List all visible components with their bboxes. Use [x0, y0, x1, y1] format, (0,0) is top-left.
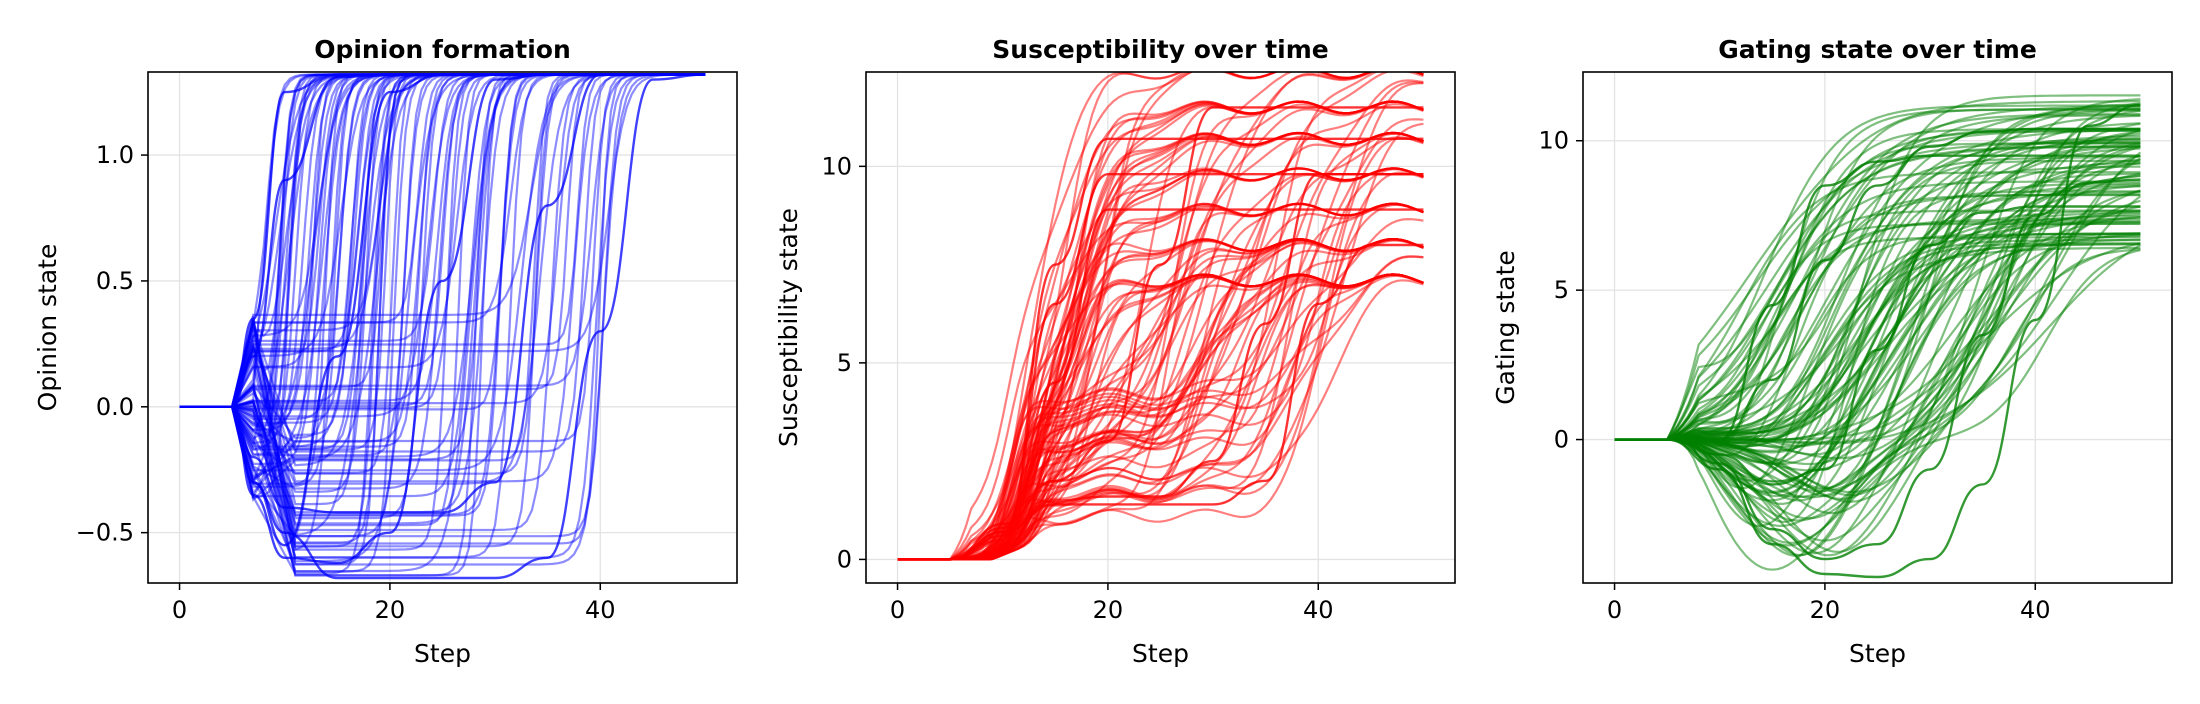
trajectory-line [1614, 162, 2141, 502]
series-group [179, 73, 706, 580]
trajectory-line [179, 73, 706, 538]
series-group [1614, 94, 2142, 579]
trajectory-line [179, 73, 706, 483]
series-line [897, 243, 1424, 561]
x-tick-label: 0 [1607, 596, 1622, 624]
series-line [1614, 127, 2141, 441]
chart-panel-3: 0 20 40 0 5 10 Gating state over time Step Gatin… [1491, 35, 2173, 668]
y-tick-label: 5 [1554, 276, 1569, 304]
trajectory-line [1614, 100, 2141, 441]
trajectory-line [179, 73, 706, 408]
x-tick-label: 0 [172, 596, 187, 624]
x-tick-label: 0 [890, 596, 905, 624]
trajectory-line [179, 73, 706, 559]
x-tick-label: 20 [1093, 596, 1124, 624]
x-axis-label: Step [1849, 639, 1906, 668]
x-axis-label: Step [1132, 639, 1189, 668]
y-tick-label: 0.5 [96, 267, 134, 295]
y-axis-label: Gating state [1491, 250, 1520, 404]
trajectory-line [1614, 193, 2141, 441]
x-tick-label: 20 [1810, 596, 1841, 624]
trajectory-line [1614, 105, 2141, 441]
x-tick-label: 20 [375, 596, 406, 624]
series-line [897, 137, 1424, 561]
trajectory-line [897, 131, 1424, 561]
trajectory-line [1614, 104, 2141, 441]
trajectory-line [1614, 195, 2142, 547]
trajectory-line [1614, 180, 2141, 441]
series-line [1614, 103, 2141, 579]
trajectory-line [1614, 139, 2141, 441]
x-tick-label: 40 [2020, 596, 2051, 624]
series-line [179, 73, 706, 514]
series-group [897, 72, 1424, 561]
chart-panel-2: 0 20 40 0 5 10 Susceptibility over time Step Sus… [774, 35, 1456, 668]
plot-frame [1582, 71, 2173, 584]
plot-frame [147, 71, 738, 584]
trajectory-line [1614, 232, 2141, 441]
series-line [1614, 205, 2141, 486]
y-tick-label: 1.0 [96, 141, 134, 169]
trajectory-line [1614, 211, 2141, 441]
x-tick-label: 40 [1303, 596, 1334, 624]
trajectory-line [897, 100, 1424, 561]
y-tick-label: −0.5 [76, 519, 134, 547]
trajectory-line [1614, 243, 2141, 441]
trajectory-line [179, 73, 706, 408]
trajectory-line [897, 217, 1424, 561]
x-axis-label: Step [414, 639, 471, 668]
chart-title: Opinion formation [314, 35, 571, 64]
series-line [179, 73, 706, 580]
y-tick-label: 0 [837, 545, 852, 573]
y-tick-label: 10 [1538, 127, 1569, 155]
trajectory-line [897, 238, 1424, 561]
trajectory-line [1614, 218, 2141, 441]
series-line [897, 208, 1424, 561]
trajectory-line [179, 73, 706, 545]
chart-title: Gating state over time [1718, 35, 2037, 64]
series-line [179, 73, 706, 565]
series-line [897, 106, 1424, 561]
y-axis-label: Susceptibility state [774, 208, 803, 447]
trajectory-line [179, 73, 706, 532]
y-tick-label: 0.0 [96, 393, 134, 421]
x-tick-label: 40 [585, 596, 616, 624]
chart-title: Susceptibility over time [992, 35, 1328, 64]
trajectory-line [897, 273, 1424, 561]
plot-frame [865, 71, 1456, 584]
series-line [1614, 178, 2141, 561]
y-axis-label: Opinion state [33, 244, 62, 412]
y-tick-label: 0 [1554, 426, 1569, 454]
chart-panel-1: 0 20 40 −0.5 0.0 0.5 1.0 Opinion formation Step O… [33, 35, 738, 668]
y-tick-label: 5 [837, 349, 852, 377]
y-tick-label: 10 [821, 152, 852, 180]
